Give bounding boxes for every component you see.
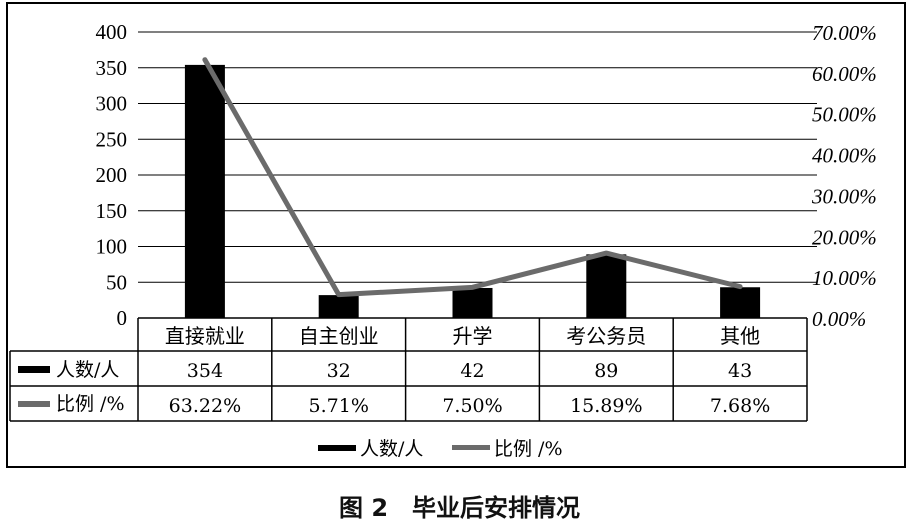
bar	[184, 64, 225, 318]
left-tick-label: 250	[96, 127, 128, 151]
category-label: 自主创业	[299, 324, 379, 348]
table-cell: 89	[594, 360, 618, 382]
row-line-swatch	[18, 401, 50, 407]
table-cell: 42	[460, 360, 484, 382]
bar	[318, 295, 359, 318]
left-axis: 0 50 100 150 200 250 300 350 400	[96, 20, 128, 330]
table-cell: 63.22%	[169, 395, 241, 417]
left-tick-label: 0	[117, 306, 128, 330]
left-tick-label: 150	[96, 199, 128, 223]
row-bar-swatch	[18, 366, 50, 373]
legend-line-label: 比例 /%	[494, 438, 563, 460]
row-label: 人数/人	[56, 359, 119, 381]
right-axis: 0.00% 10.00% 20.00% 30.00% 40.00% 50.00% 60.00…	[811, 21, 877, 331]
left-tick-label: 50	[106, 270, 127, 294]
left-tick-label: 300	[96, 92, 128, 116]
right-tick-label: 60.00%	[812, 62, 877, 86]
category-label: 直接就业	[165, 324, 245, 348]
table-cell: 32	[327, 360, 351, 382]
left-tick-label: 400	[96, 20, 128, 44]
table-cell: 15.89%	[570, 395, 642, 417]
bar	[452, 287, 493, 318]
table-cell: 5.71%	[309, 395, 369, 417]
right-tick-label: 20.00%	[812, 225, 877, 249]
category-label: 其他	[720, 324, 760, 348]
table-cell: 7.50%	[442, 395, 502, 417]
table-cell: 7.68%	[710, 395, 770, 417]
left-tick-label: 100	[96, 235, 128, 259]
right-tick-label: 30.00%	[811, 184, 877, 208]
gridlines	[138, 31, 817, 283]
table-cell: 354	[187, 360, 223, 382]
row-label: 比例 /%	[56, 393, 125, 415]
legend: 人数/人 比例 /%	[318, 438, 563, 460]
line-series	[202, 57, 743, 298]
bar	[586, 254, 627, 318]
chart-frame	[6, 2, 906, 468]
right-tick-label: 0.00%	[812, 307, 866, 331]
bar	[720, 287, 761, 318]
right-tick-label: 40.00%	[812, 144, 877, 168]
series-line	[202, 57, 743, 298]
bar-series	[184, 64, 761, 318]
table-cell: 43	[728, 360, 752, 382]
left-tick-label: 200	[96, 163, 128, 187]
right-tick-label: 50.00%	[812, 103, 877, 127]
legend-bar-label: 人数/人	[360, 438, 423, 460]
right-tick-label: 10.00%	[812, 266, 877, 290]
category-label: 考公务员	[566, 324, 646, 348]
right-tick-label: 70.00%	[812, 21, 877, 45]
figure-caption: 图 2 毕业后安排情况	[338, 494, 581, 522]
legend-bar-swatch	[318, 445, 356, 451]
left-tick-label: 350	[96, 56, 128, 80]
category-label: 升学	[453, 324, 493, 348]
legend-line-swatch	[452, 445, 490, 450]
